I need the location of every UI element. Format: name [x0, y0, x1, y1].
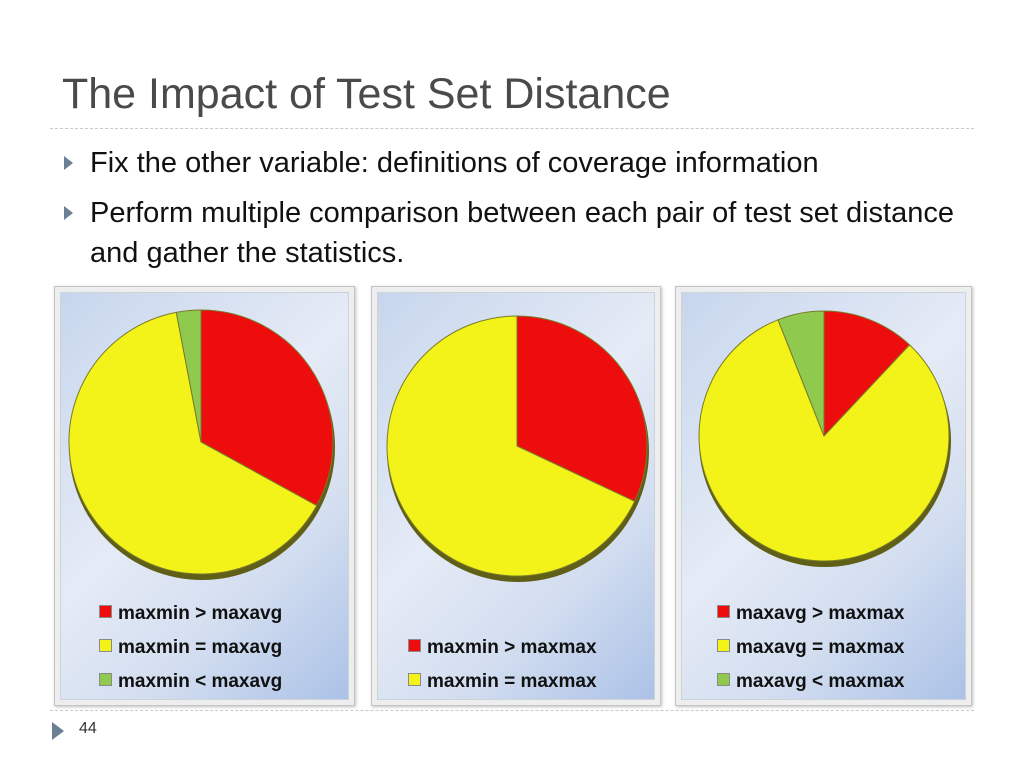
pie-chart-1	[68, 309, 335, 580]
pie-slice-one	[823, 310, 911, 438]
pie-slice-two	[386, 315, 636, 577]
legend-label: maxmin > maxavg	[118, 603, 283, 624]
bullet-item: Perform multiple comparison between each…	[62, 193, 962, 273]
legend-item: maxmin < maxavg	[99, 665, 282, 699]
triangle-bullet-icon	[64, 206, 73, 220]
legend-label: maxavg = maxmax	[736, 637, 905, 658]
legend-item: maxavg > maxmax	[717, 597, 904, 631]
slide-title: The Impact of Test Set Distance	[62, 70, 671, 118]
bullet-text: Perform multiple comparison between each…	[90, 197, 954, 269]
bullet-list: Fix the other variable: definitions of c…	[62, 143, 962, 283]
legend-swatch	[717, 673, 730, 687]
legend-swatch	[408, 673, 421, 687]
legend-swatch	[717, 639, 730, 653]
legend-item: maxmin > maxavg	[99, 597, 282, 631]
pie-chart-3	[698, 310, 951, 567]
pie-slice-three	[175, 309, 202, 443]
pie-slice-three	[777, 310, 825, 437]
title-divider	[50, 128, 974, 129]
bullet-text: Fix the other variable: definitions of c…	[90, 147, 819, 179]
legend-swatch	[99, 639, 112, 653]
page-arrow-icon	[52, 722, 64, 740]
legend-label: maxavg > maxmax	[736, 603, 905, 624]
pie-slice-one	[200, 309, 334, 507]
legend-swatch	[99, 673, 112, 687]
pie-chart-2	[386, 315, 649, 582]
pie-slice-two	[68, 311, 318, 575]
legend-item: maxavg = maxmax	[717, 631, 904, 665]
legend-label: maxavg < maxmax	[736, 671, 905, 692]
legend-item: maxmin = maxavg	[99, 631, 282, 665]
legend-label: maxmin > maxmax	[427, 637, 597, 658]
pie-chart-panel-2: maxmin > maxmax maxmin = maxmax	[371, 286, 661, 706]
pie-slice-two	[698, 319, 950, 562]
legend-swatch	[717, 605, 730, 619]
legend-item: maxavg < maxmax	[717, 665, 904, 699]
legend-swatch	[99, 605, 112, 619]
triangle-bullet-icon	[64, 156, 73, 170]
bullet-item: Fix the other variable: definitions of c…	[62, 143, 962, 183]
pie-slice-one	[516, 315, 648, 503]
footer-divider	[50, 710, 974, 711]
legend-label: maxmin = maxmax	[427, 671, 597, 692]
legend-swatch	[408, 639, 421, 653]
legend-label: maxmin < maxavg	[118, 671, 283, 692]
legend-item: maxmin = maxmax	[408, 665, 597, 699]
pie-chart-panel-1: maxmin > maxavg maxmin = maxavg maxmin < m…	[54, 286, 355, 706]
page-number: 44	[79, 720, 97, 737]
legend-item: maxmin > maxmax	[408, 631, 597, 665]
pie-chart-panel-3: maxavg > maxmax maxavg = maxmax maxavg < m…	[675, 286, 972, 706]
legend-label: maxmin = maxavg	[118, 637, 283, 658]
